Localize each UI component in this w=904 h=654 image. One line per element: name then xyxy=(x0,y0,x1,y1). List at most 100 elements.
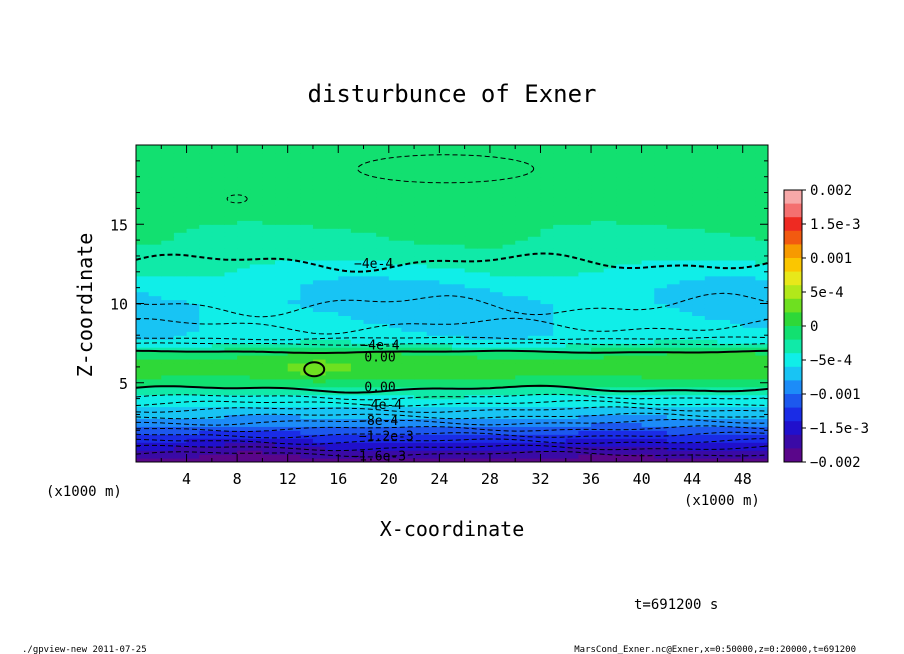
field-cell xyxy=(704,200,719,206)
field-cell xyxy=(173,212,188,217)
field-cell xyxy=(591,366,605,372)
field-cell xyxy=(565,172,579,178)
field-cell xyxy=(477,192,491,198)
field-cell xyxy=(452,398,466,404)
field-cell xyxy=(325,145,339,150)
field-cell xyxy=(363,358,377,364)
x-tick-label: 24 xyxy=(430,470,448,488)
field-cell xyxy=(452,358,466,364)
field-cell xyxy=(414,331,428,336)
field-cell xyxy=(477,164,491,170)
field-cell xyxy=(502,240,516,245)
field-cell xyxy=(502,236,516,241)
field-cell xyxy=(148,188,162,194)
field-cell xyxy=(717,347,731,352)
field-cell xyxy=(401,271,415,277)
field-cell xyxy=(199,438,213,443)
field-cell xyxy=(603,184,617,190)
field-cell xyxy=(477,378,491,384)
field-cell xyxy=(262,228,276,233)
field-cell xyxy=(477,184,491,190)
field-cell xyxy=(426,406,440,412)
field-cell xyxy=(312,394,327,400)
field-cell xyxy=(603,406,617,412)
field-cell xyxy=(704,283,719,289)
field-cell xyxy=(742,406,756,412)
field-cell xyxy=(224,208,238,213)
field-cell xyxy=(275,164,289,170)
field-cell xyxy=(452,339,466,344)
field-cell xyxy=(717,398,731,404)
field-cell xyxy=(199,390,213,396)
field-cell xyxy=(742,232,756,237)
field-cell xyxy=(249,267,263,273)
field-cell xyxy=(211,303,226,309)
field-cell xyxy=(325,192,339,198)
field-cell xyxy=(704,251,719,257)
field-cell xyxy=(300,323,314,328)
field-cell xyxy=(502,204,516,209)
field-cell xyxy=(477,263,491,269)
field-cell xyxy=(565,402,579,408)
field-cell xyxy=(173,267,188,273)
field-cell xyxy=(616,430,630,435)
field-cell xyxy=(692,255,706,261)
field-cell xyxy=(692,446,706,451)
field-cell xyxy=(300,430,314,435)
field-cell xyxy=(666,248,681,253)
field-cell xyxy=(414,248,428,253)
field-cell xyxy=(616,315,630,320)
field-cell xyxy=(199,446,213,451)
field-cell xyxy=(755,327,768,332)
field-cell xyxy=(666,378,681,384)
field-cell xyxy=(755,351,768,356)
field-cell xyxy=(148,236,162,241)
field-cell xyxy=(704,370,719,376)
field-cell xyxy=(742,442,756,447)
field-cell xyxy=(338,422,352,427)
field-cell xyxy=(224,382,238,388)
field-cell xyxy=(199,224,213,229)
field-cell xyxy=(692,323,706,328)
field-cell xyxy=(717,291,731,297)
field-cell xyxy=(553,255,567,261)
field-cell xyxy=(717,216,731,221)
field-cell xyxy=(136,386,150,392)
field-cell xyxy=(325,414,339,420)
field-cell xyxy=(742,343,756,348)
field-cell xyxy=(730,212,744,217)
field-cell xyxy=(755,279,768,285)
field-cell xyxy=(591,295,605,301)
field-cell xyxy=(666,458,681,462)
field-cell xyxy=(275,418,289,423)
field-cell xyxy=(161,255,175,261)
field-cell xyxy=(211,458,226,462)
field-cell xyxy=(199,343,213,348)
field-cell xyxy=(628,299,643,305)
field-cell xyxy=(211,351,226,356)
field-cell xyxy=(363,347,377,352)
field-cell xyxy=(591,454,605,459)
field-cell xyxy=(376,410,390,416)
field-cell xyxy=(325,200,339,206)
field-cell xyxy=(388,204,403,209)
field-cell xyxy=(338,362,352,368)
field-cell xyxy=(161,259,175,265)
field-cell xyxy=(477,402,491,408)
contour-lines xyxy=(136,154,768,458)
field-cell xyxy=(211,410,226,416)
field-cell xyxy=(679,204,693,209)
field-cell xyxy=(704,358,719,364)
field-cell xyxy=(692,172,706,178)
field-cell xyxy=(161,394,175,400)
field-cell xyxy=(249,307,263,313)
field-cell xyxy=(717,200,731,206)
field-cell xyxy=(717,152,731,158)
field-cell xyxy=(376,267,390,273)
field-cell xyxy=(173,307,188,313)
field-cell xyxy=(540,351,554,356)
field-cell xyxy=(300,311,314,316)
field-cell xyxy=(237,283,251,289)
field-cell xyxy=(527,398,542,404)
field-cell xyxy=(224,394,238,400)
